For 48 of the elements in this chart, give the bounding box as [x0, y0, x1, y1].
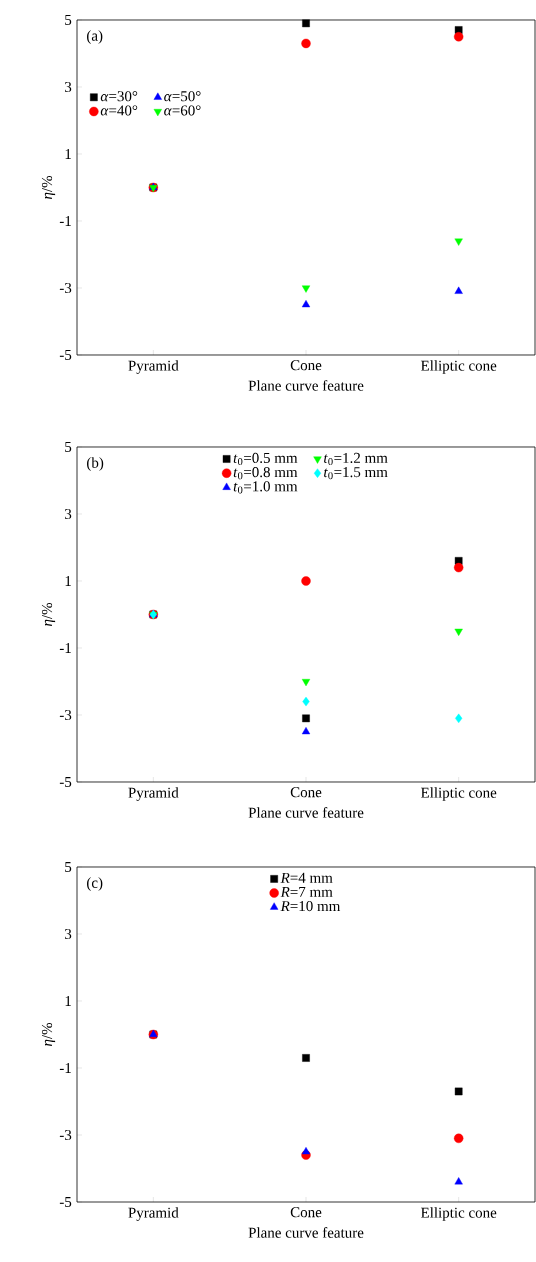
y-tick-label: 3	[65, 81, 72, 93]
y-tick-label: 5	[65, 862, 72, 872]
y-tick-label: 3	[65, 928, 72, 940]
annotation: (a)	[87, 30, 103, 44]
y-tick-label: -3	[59, 282, 72, 294]
y-tick-label: 1	[65, 576, 71, 586]
legend-label: t$_{0}$=0.8 mm	[233, 467, 298, 480]
x-tick-label: Pyramid	[128, 787, 179, 801]
y-axis-title: η/%	[41, 602, 56, 627]
legend-label: α=30°	[100, 91, 138, 102]
y-tick-label: 3	[65, 508, 72, 520]
x-tick-label: Cone	[290, 1207, 322, 1218]
annotation: (b)	[87, 457, 104, 471]
y-tick-label: -1	[59, 643, 71, 653]
x-tick-label: Pyramid	[128, 1207, 179, 1221]
y-tick-label: -5	[59, 777, 72, 787]
x-tick-label: Elliptic cone	[420, 1207, 497, 1221]
legend-label: α=40°	[100, 105, 138, 116]
legend-label: t$_{0}$=0.5 mm	[233, 452, 298, 466]
x-tick-label: Elliptic cone	[420, 360, 497, 374]
x-tick-label: Cone	[290, 360, 322, 371]
y-tick-label: 5	[65, 442, 72, 452]
annotation: (c)	[87, 877, 103, 891]
y-tick-label: -5	[59, 1197, 72, 1207]
y-tick-label: -3	[59, 709, 72, 721]
legend-label: R=10 mm	[280, 901, 341, 912]
legend-label: R=7 mm	[280, 886, 333, 897]
legend-label: t$_{0}$=1.0 mm	[233, 481, 298, 494]
x-tick-label: Pyramid	[128, 360, 179, 374]
y-axis-title: η/%	[41, 1022, 56, 1047]
y-tick-label: -1	[59, 1063, 71, 1073]
x-axis-title: Plane curve feature	[248, 807, 364, 818]
legend-label: R=4 mm	[280, 872, 333, 883]
y-tick-label: 1	[65, 996, 71, 1006]
y-axis-title: η/%	[41, 175, 56, 200]
y-tick-label: -3	[59, 1129, 72, 1141]
y-tick-label: 1	[65, 149, 71, 159]
y-tick-label: -5	[59, 350, 72, 360]
x-axis-title: Plane curve feature	[248, 1227, 364, 1238]
y-tick-label: 5	[65, 14, 72, 25]
legend-label: α=60°	[164, 105, 201, 116]
x-axis-title: Plane curve feature	[248, 380, 364, 391]
legend-label: t$_{0}$=1.5 mm	[324, 467, 388, 480]
legend-label: t$_{0}$=1.2 mm	[324, 452, 388, 466]
x-tick-label: Cone	[290, 787, 322, 798]
legend-label: α=50°	[164, 91, 201, 102]
y-tick-label: -1	[59, 216, 71, 226]
x-tick-label: Elliptic cone	[420, 787, 497, 801]
